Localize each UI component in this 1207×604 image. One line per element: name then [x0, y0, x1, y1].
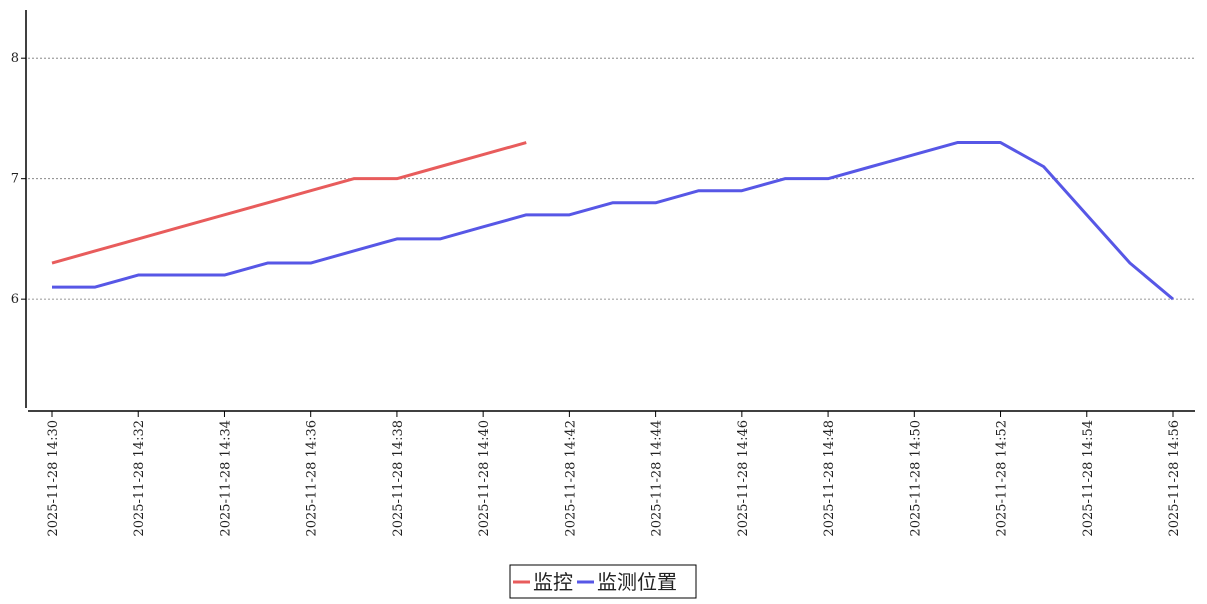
y-tick-label: 7 [11, 172, 19, 187]
legend-label: 监控 [533, 570, 573, 594]
x-tick-label: 2025-11-28 14:32 [132, 420, 147, 537]
x-tick-label: 2025-11-28 14:40 [477, 420, 492, 537]
x-tick-label: 2025-11-28 14:56 [1167, 420, 1182, 537]
x-tick-label: 2025-11-28 14:44 [650, 420, 665, 537]
y-tick-label: 8 [11, 51, 19, 66]
x-tick-label: 2025-11-28 14:54 [1081, 420, 1096, 537]
series-line [51, 141, 527, 265]
legend-label: 监测位置 [597, 570, 677, 594]
series-line [52, 141, 1174, 301]
x-tick-label: 2025-11-28 14:46 [736, 420, 751, 537]
x-tick-label: 2025-11-28 14:42 [563, 420, 578, 537]
legend: 监控 监测位置 [509, 564, 697, 599]
x-tick-label: 2025-11-28 14:48 [822, 420, 837, 537]
y-tick-label: 6 [11, 292, 19, 307]
x-tick-label: 2025-11-28 14:30 [46, 420, 61, 537]
x-tick-label: 2025-11-28 14:38 [391, 420, 406, 537]
x-tick-label: 2025-11-28 14:36 [305, 420, 320, 537]
x-tick-label: 2025-11-28 14:50 [908, 420, 923, 537]
legend-box [509, 564, 697, 599]
x-tick-label: 2025-11-28 14:34 [218, 420, 233, 537]
x-tick-label: 2025-11-28 14:52 [995, 420, 1010, 537]
